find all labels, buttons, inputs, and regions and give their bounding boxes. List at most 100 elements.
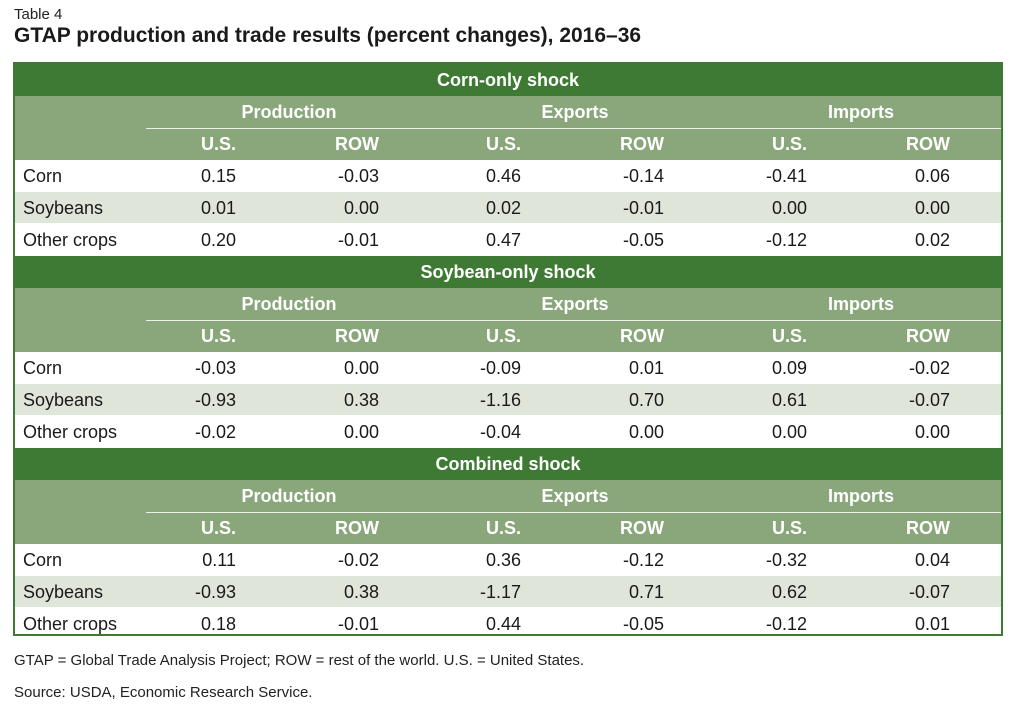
sub-column-header: ROW <box>335 518 379 538</box>
table-cell: -0.03 <box>194 358 236 378</box>
table-cell: 0.00 <box>343 358 379 378</box>
sub-column-header: ROW <box>906 134 950 154</box>
sub-column-header: U.S. <box>485 326 521 346</box>
footnote: GTAP = Global Trade Analysis Project; RO… <box>14 652 585 669</box>
column-group-header: Imports <box>827 294 894 314</box>
table-cell: -0.12 <box>622 550 664 570</box>
table-label: Table 4 <box>14 6 63 23</box>
table-cell: 0.00 <box>628 422 664 442</box>
header-divider <box>146 320 1001 321</box>
table-cell: 0.02 <box>485 198 521 218</box>
table-cell: -0.01 <box>622 198 664 218</box>
sub-column-row: U.S. ROW U.S. ROW U.S. ROW <box>15 320 1001 352</box>
row-label: Corn <box>23 550 63 570</box>
table-cell: -0.93 <box>194 582 236 602</box>
table-cell: -0.02 <box>194 422 236 442</box>
row-label: Soybeans <box>23 198 104 218</box>
row-label: Corn <box>23 358 63 378</box>
table-cell: -0.02 <box>908 358 950 378</box>
table-cell: 0.36 <box>485 550 521 570</box>
header-divider <box>146 512 1001 513</box>
table-cell: 0.09 <box>771 358 807 378</box>
table-cell: -0.09 <box>479 358 521 378</box>
table-cell: 0.00 <box>914 198 950 218</box>
column-group-header: Imports <box>827 102 894 122</box>
sub-column-header: ROW <box>906 518 950 538</box>
sub-column-header: U.S. <box>771 326 807 346</box>
table-cell: 0.47 <box>485 230 521 250</box>
table-cell: -1.17 <box>479 582 521 602</box>
section-title: Combined shock <box>435 454 581 474</box>
sub-column-header: ROW <box>335 326 379 346</box>
table-cell: -0.05 <box>622 614 664 634</box>
row-label: Soybeans <box>23 390 104 410</box>
sub-column-header: U.S. <box>771 134 807 154</box>
table-cell: 0.46 <box>485 166 521 186</box>
table-cell: 0.01 <box>200 198 236 218</box>
table-cell: 0.38 <box>343 390 379 410</box>
sub-column-header: ROW <box>620 326 664 346</box>
table-cell: -0.05 <box>622 230 664 250</box>
table-cell: 0.02 <box>914 230 950 250</box>
column-group-header: Production <box>241 294 337 314</box>
table-cell: 0.61 <box>771 390 807 410</box>
table-cell: 0.62 <box>771 582 807 602</box>
column-group-header: Exports <box>541 486 609 506</box>
section-title: Corn-only shock <box>436 70 579 90</box>
sub-column-header: ROW <box>620 518 664 538</box>
sub-column-header: U.S. <box>200 518 236 538</box>
table-row: Corn 0.11 -0.02 0.36 -0.12 -0.32 0.04 <box>15 544 1001 576</box>
row-label: Corn <box>23 166 63 186</box>
table-cell: -0.12 <box>765 614 807 634</box>
table-cell: -0.32 <box>765 550 807 570</box>
table-cell: 0.00 <box>914 422 950 442</box>
table-cell: -0.07 <box>908 582 950 602</box>
table-cell: -0.14 <box>622 166 664 186</box>
section-title-row: Combined shock <box>15 448 1001 480</box>
table-cell: -0.07 <box>908 390 950 410</box>
column-group-header: Production <box>241 102 337 122</box>
results-table: Corn-only shock Production Exports Imports U… <box>13 62 1003 640</box>
source-note: Source: USDA, Economic Research Service. <box>14 684 313 701</box>
table-cell: 0.00 <box>343 422 379 442</box>
table-cell: 0.06 <box>914 166 950 186</box>
table-cell: 0.00 <box>343 198 379 218</box>
sub-column-header: U.S. <box>485 134 521 154</box>
table-row: Corn 0.15 -0.03 0.46 -0.14 -0.41 0.06 <box>15 160 1001 192</box>
table-cell: -0.02 <box>337 550 379 570</box>
table-cell: -0.04 <box>479 422 521 442</box>
row-label: Soybeans <box>23 582 104 602</box>
table-cell: 0.04 <box>914 550 950 570</box>
sub-column-header: U.S. <box>200 134 236 154</box>
table-row: Other crops 0.18 -0.01 0.44 -0.05 -0.12 0.01 <box>15 608 1001 640</box>
sub-column-row: U.S. ROW U.S. ROW U.S. ROW <box>15 512 1001 544</box>
table-row: Other crops -0.02 0.00 -0.04 0.00 0.00 0.00 <box>15 416 1001 448</box>
table-cell: 0.15 <box>200 166 236 186</box>
table-row: Other crops 0.20 -0.01 0.47 -0.05 -0.12 0.02 <box>15 224 1001 256</box>
column-group-header: Imports <box>827 486 894 506</box>
table-cell: 0.00 <box>771 198 807 218</box>
table-cell: 0.18 <box>200 614 236 634</box>
table-cell: 0.70 <box>628 390 664 410</box>
column-group-row: Production Exports Imports <box>15 480 1001 512</box>
table-row: Soybeans 0.01 0.00 0.02 -0.01 0.00 0.00 <box>15 192 1001 224</box>
section-title-row: Soybean-only shock <box>15 256 1001 288</box>
sub-column-header: U.S. <box>200 326 236 346</box>
sub-column-row: U.S. ROW U.S. ROW U.S. ROW <box>15 128 1001 160</box>
table-cell: -0.12 <box>765 230 807 250</box>
table-cell: 0.01 <box>628 358 664 378</box>
table-cell: -0.01 <box>337 614 379 634</box>
table-cell: -1.16 <box>479 390 521 410</box>
table-cell: 0.44 <box>485 614 521 634</box>
sub-column-header: ROW <box>620 134 664 154</box>
row-label: Other crops <box>23 614 118 634</box>
table-cell: 0.71 <box>628 582 664 602</box>
sub-column-header: ROW <box>335 134 379 154</box>
sub-column-header: ROW <box>906 326 950 346</box>
column-group-header: Exports <box>541 294 609 314</box>
sub-column-header: U.S. <box>771 518 807 538</box>
table-cell: 0.20 <box>200 230 236 250</box>
column-group-row: Production Exports Imports <box>15 288 1001 320</box>
column-group-header: Exports <box>541 102 609 122</box>
table-row: Corn -0.03 0.00 -0.09 0.01 0.09 -0.02 <box>15 352 1001 384</box>
